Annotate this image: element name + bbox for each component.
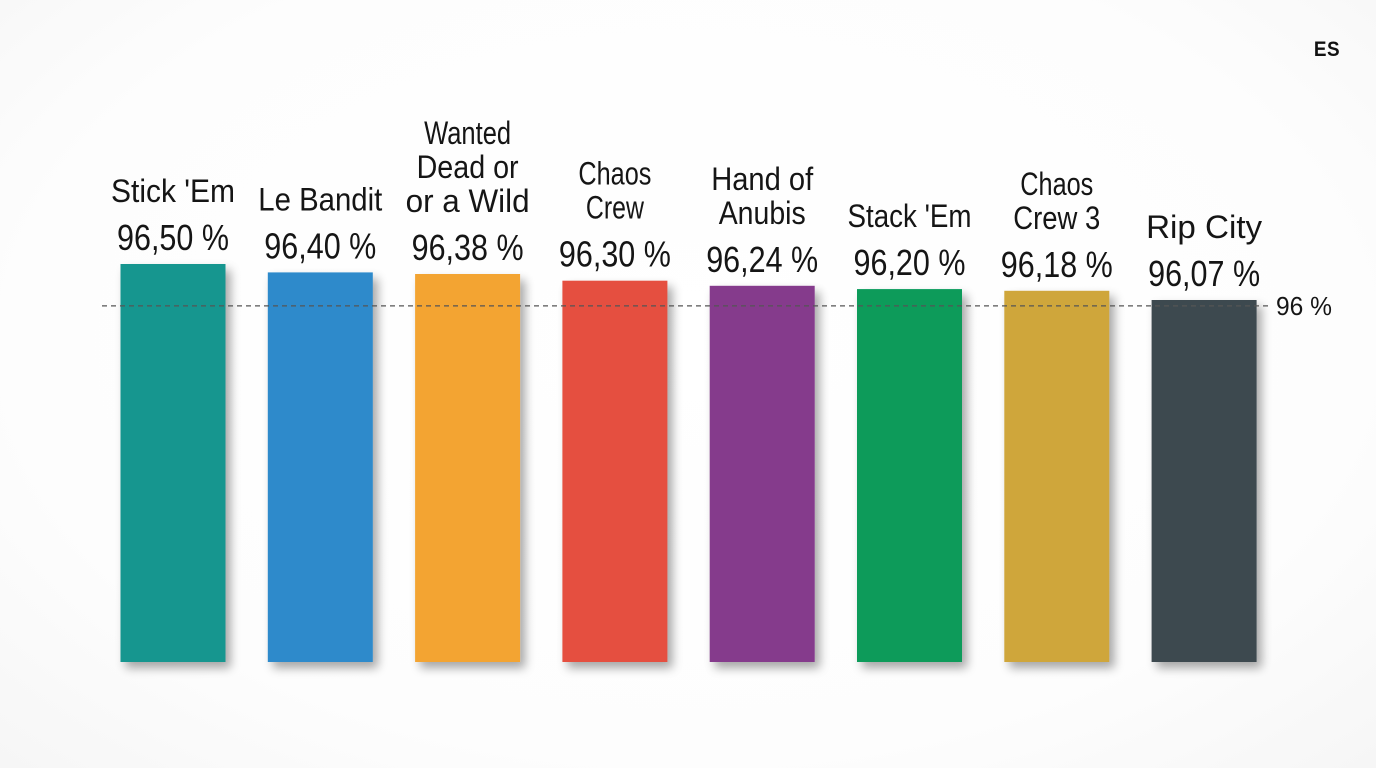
category-label-2-line-1: Le Bandit: [258, 181, 382, 217]
category-label-4-line-2: Crew: [586, 190, 645, 226]
value-label-2: 96,40 %: [264, 225, 376, 266]
reference-line-label: 96 %: [1276, 291, 1332, 321]
value-label-6: 96,20 %: [854, 242, 966, 283]
category-label-4-line-1: Chaos: [578, 156, 651, 192]
bars-layer: [120, 264, 1257, 662]
value-label-8: 96,07 %: [1148, 253, 1260, 294]
category-label-6: Stack 'Em: [848, 198, 972, 234]
value-label-3: 96,38 %: [412, 227, 524, 268]
value-label-5: 96,24 %: [706, 239, 818, 280]
category-label-7-line-2: Crew 3: [1013, 200, 1100, 236]
bar-3: [415, 274, 521, 662]
category-label-8: Rip City: [1146, 209, 1262, 245]
reference-line-layer: 96 %: [102, 291, 1332, 321]
category-label-7-line-1: Chaos: [1020, 166, 1093, 202]
category-label-8-line-1: Rip City: [1146, 209, 1262, 245]
corner-label: ES: [1313, 38, 1340, 61]
value-label-7: 96,18 %: [1001, 244, 1113, 285]
category-label-1: Stick 'Em: [111, 173, 235, 209]
category-label-3-line-3: or a Wild: [406, 183, 530, 219]
category-label-2: Le Bandit: [258, 181, 382, 217]
value-label-4: 96,30 %: [559, 234, 671, 275]
bar-7: [1004, 290, 1110, 662]
category-label-5-line-2: Anubis: [719, 195, 806, 231]
bar-6: [857, 289, 962, 662]
bar-8: [1151, 300, 1257, 662]
category-label-6-line-1: Stack 'Em: [848, 198, 972, 234]
category-label-3-line-2: Dead or: [417, 149, 519, 185]
bar-2: [267, 272, 373, 662]
category-label-1-line-1: Stick 'Em: [111, 173, 235, 209]
labels-layer: 96,50 % Stick 'Em 96,40 % Le Bandit 96,38 % W…: [111, 115, 1262, 294]
bar-5: [709, 285, 815, 662]
category-label-5-line-1: Hand of: [711, 161, 813, 197]
category-label-3-line-1: Wanted: [424, 115, 511, 151]
bar-4: [562, 280, 668, 662]
value-label-1: 96,50 %: [117, 217, 229, 258]
bar-1: [120, 264, 226, 662]
